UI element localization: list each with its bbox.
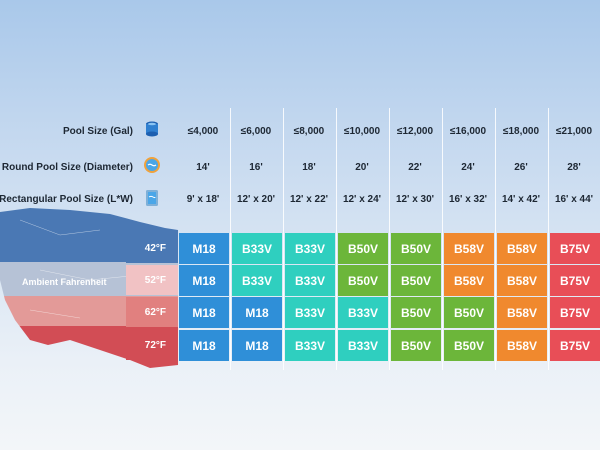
pool-gallon-icon: [146, 121, 158, 137]
heater-model-cell: B33V: [285, 297, 335, 328]
temp-row-label: 52°F: [126, 265, 178, 295]
rect-pool-label: Rectangular Pool Size (L*W): [0, 194, 133, 205]
rect-value: 9' x 18': [186, 194, 220, 205]
heater-model-cell: M18: [179, 297, 229, 328]
temp-row-label: 42°F: [126, 233, 178, 263]
heater-model-cell: B50V: [444, 297, 494, 328]
heater-model-cell: M18: [179, 265, 229, 296]
heater-model-cell: B58V: [497, 330, 547, 361]
gallons-value: ≤4,000: [187, 126, 219, 137]
heater-model-cell: B58V: [497, 297, 547, 328]
column-divider: [336, 108, 337, 370]
heater-model-cell: B33V: [232, 265, 282, 296]
rect-value: 12' x 22': [289, 194, 329, 205]
round-pool-icon: [144, 157, 160, 173]
heater-model-cell: B50V: [338, 265, 388, 296]
heater-model-cell: B33V: [338, 330, 388, 361]
heater-model-cell: B58V: [497, 233, 547, 264]
heater-model-cell: M18: [232, 297, 282, 328]
round-value: 26': [514, 162, 528, 173]
heater-model-cell: B50V: [444, 330, 494, 361]
heater-model-cell: B75V: [550, 265, 600, 296]
round-pool-label: Round Pool Size (Diameter): [1, 162, 133, 173]
gallons-value: ≤8,000: [293, 126, 325, 137]
rect-value: 12' x 30': [395, 194, 435, 205]
heater-model-cell: B33V: [338, 297, 388, 328]
heater-model-cell: B75V: [550, 233, 600, 264]
heater-model-cell: B50V: [391, 297, 441, 328]
heater-model-cell: B33V: [232, 233, 282, 264]
round-value: 22': [408, 162, 422, 173]
pool-size-label: Pool Size (Gal): [62, 126, 133, 137]
column-divider: [283, 108, 284, 370]
heater-model-cell: B33V: [285, 265, 335, 296]
rect-value: 12' x 24': [342, 194, 382, 205]
heater-model-cell: B50V: [391, 330, 441, 361]
temp-row-label: 72°F: [126, 330, 178, 360]
heater-model-cell: B33V: [285, 233, 335, 264]
gallons-value: ≤6,000: [240, 126, 272, 137]
gallons-value: ≤12,000: [396, 126, 434, 137]
round-value: 28': [567, 162, 581, 173]
rect-value: 16' x 44': [554, 194, 594, 205]
column-divider: [230, 108, 231, 370]
column-divider: [442, 108, 443, 370]
rect-value: 14' x 42': [501, 194, 541, 205]
rect-value: 12' x 20': [236, 194, 276, 205]
heater-model-cell: M18: [179, 233, 229, 264]
gallons-value: ≤18,000: [502, 126, 540, 137]
heater-model-cell: M18: [232, 330, 282, 361]
column-divider: [548, 108, 549, 370]
round-value: 20': [355, 162, 369, 173]
gallons-value: ≤21,000: [555, 126, 593, 137]
heater-model-cell: B50V: [391, 233, 441, 264]
heater-model-cell: B58V: [497, 265, 547, 296]
temp-row-label: 62°F: [126, 297, 178, 327]
heater-model-cell: B50V: [338, 233, 388, 264]
ambient-label: Ambient Fahrenheit: [22, 277, 107, 287]
heater-model-cell: M18: [179, 330, 229, 361]
gallons-value: ≤16,000: [449, 126, 487, 137]
column-divider: [495, 108, 496, 370]
rect-value: 16' x 32': [448, 194, 488, 205]
round-value: 24': [461, 162, 475, 173]
rectangular-pool-icon: [146, 190, 158, 206]
heater-model-cell: B75V: [550, 297, 600, 328]
heater-model-cell: B58V: [444, 233, 494, 264]
heater-model-cell: B58V: [444, 265, 494, 296]
round-value: 14': [196, 162, 210, 173]
round-value: 18': [302, 162, 316, 173]
column-divider: [389, 108, 390, 370]
heater-model-cell: B50V: [391, 265, 441, 296]
heater-model-cell: B33V: [285, 330, 335, 361]
gallons-value: ≤10,000: [343, 126, 381, 137]
heater-model-cell: B75V: [550, 330, 600, 361]
round-value: 16': [249, 162, 263, 173]
